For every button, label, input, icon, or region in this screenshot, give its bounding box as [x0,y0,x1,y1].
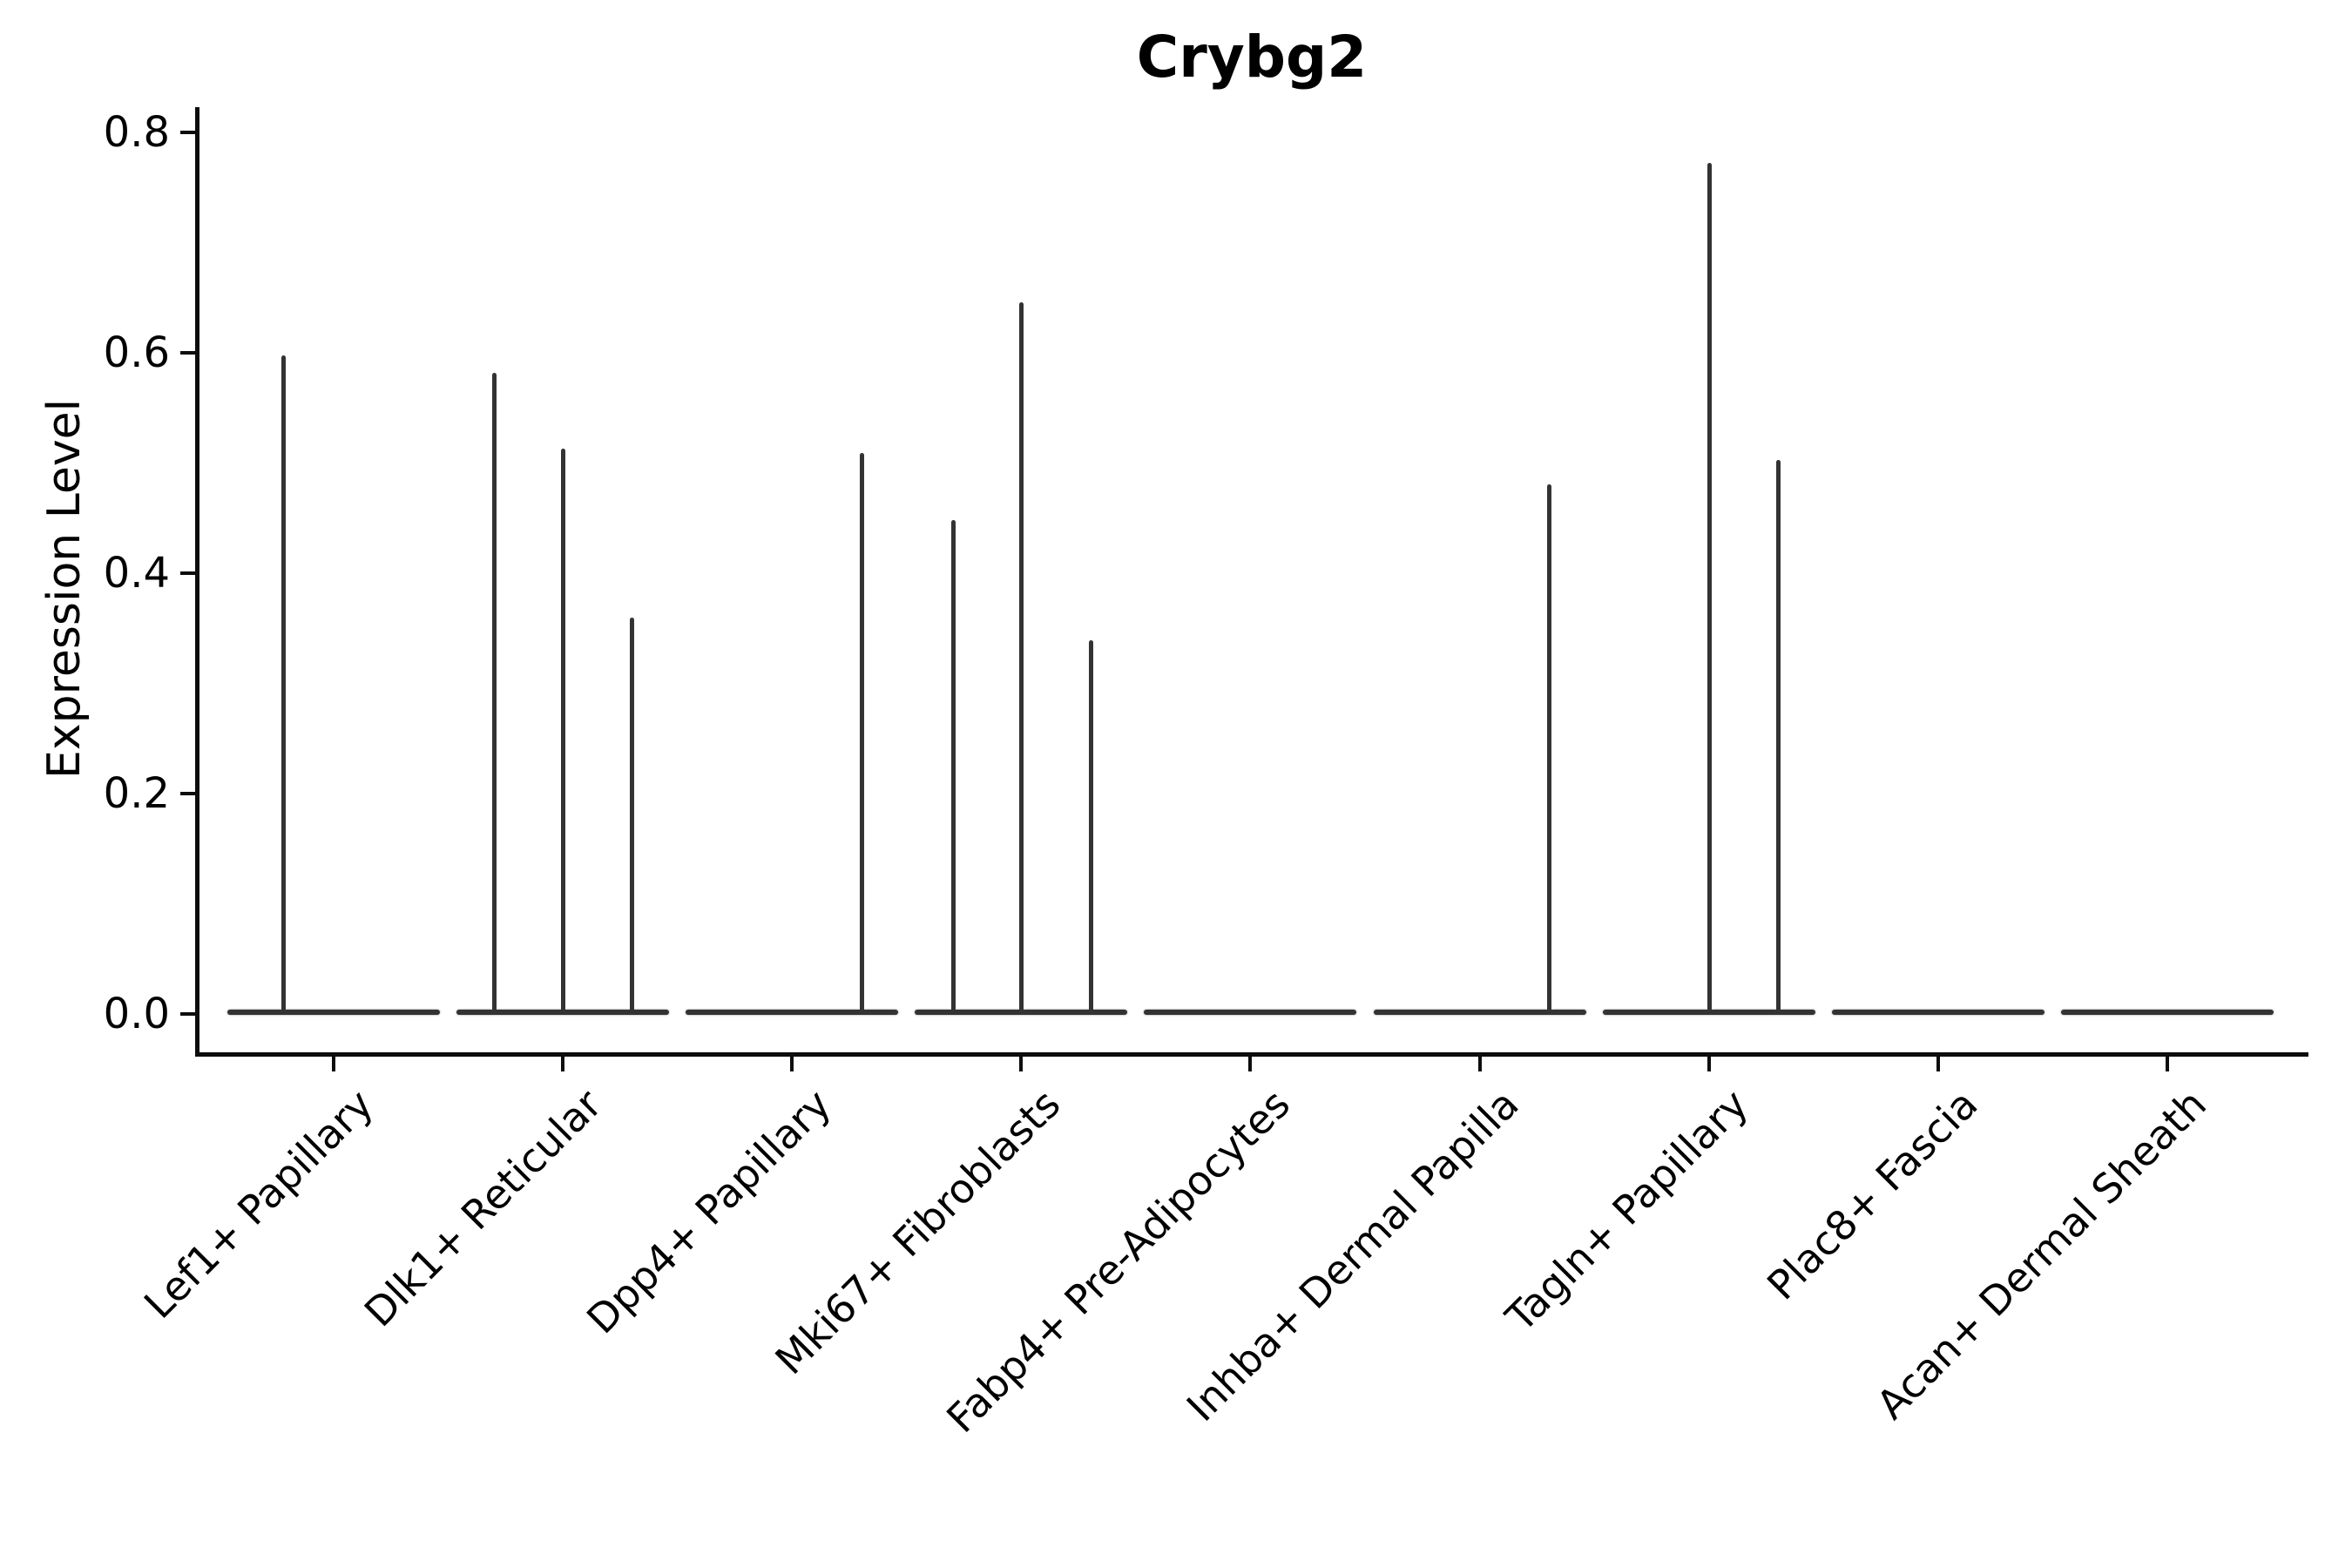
chart-title: Crybg2 [1136,24,1368,91]
violin-spike [281,355,287,1012]
y-tick-mark [180,131,196,134]
y-tick-mark [180,1012,196,1016]
x-tick-mark [1477,1057,1482,1071]
x-tick-mark [790,1057,794,1071]
x-tick-label: Dlk1+ Reticular [355,1080,612,1336]
violin-spike [561,449,566,1012]
x-axis-spine [195,1052,2308,1057]
x-tick-mark [1019,1057,1024,1071]
y-tick-label: 0.6 [103,328,170,377]
y-tick-label: 0.2 [103,769,170,818]
violin-body [1831,1010,2044,1015]
x-tick-label: Tagln+ Papillary [1497,1080,1757,1342]
violin-spike [630,617,635,1012]
violin-spike [1019,301,1024,1012]
violin-spike [492,372,497,1012]
violin-body [456,1010,670,1015]
violin-body [915,1010,1128,1015]
violin-body [227,1010,440,1015]
y-tick-label: 0.8 [103,108,170,157]
x-tick-mark [1248,1057,1253,1071]
x-tick-mark [1707,1057,1711,1071]
y-axis-spine [195,107,199,1057]
violin-spike [1546,483,1551,1012]
x-tick-label: Plac8+ Fascia [1757,1080,1987,1309]
violin-spike [1088,640,1093,1012]
y-tick-label: 0.0 [103,990,170,1038]
violin-spike [1776,459,1781,1012]
x-tick-mark [561,1057,565,1071]
violin-spike [950,520,956,1012]
violin-body [1144,1010,1357,1015]
y-tick-mark [180,571,196,575]
x-tick-label: Lef1+ Papillary [134,1080,382,1328]
violin-body [2060,1010,2274,1015]
x-tick-mark [332,1057,335,1071]
violin-spike [1707,163,1712,1012]
x-tick-label: Dpp4+ Papillary [578,1080,841,1343]
x-tick-mark [2165,1057,2169,1071]
y-tick-mark [180,351,196,355]
violin-body [1373,1010,1586,1015]
y-tick-label: 0.4 [103,549,170,598]
violin-spike [859,453,864,1012]
y-tick-mark [180,792,196,795]
violin-body [686,1010,899,1015]
violin-body [1602,1010,1815,1015]
x-tick-mark [1936,1057,1940,1071]
